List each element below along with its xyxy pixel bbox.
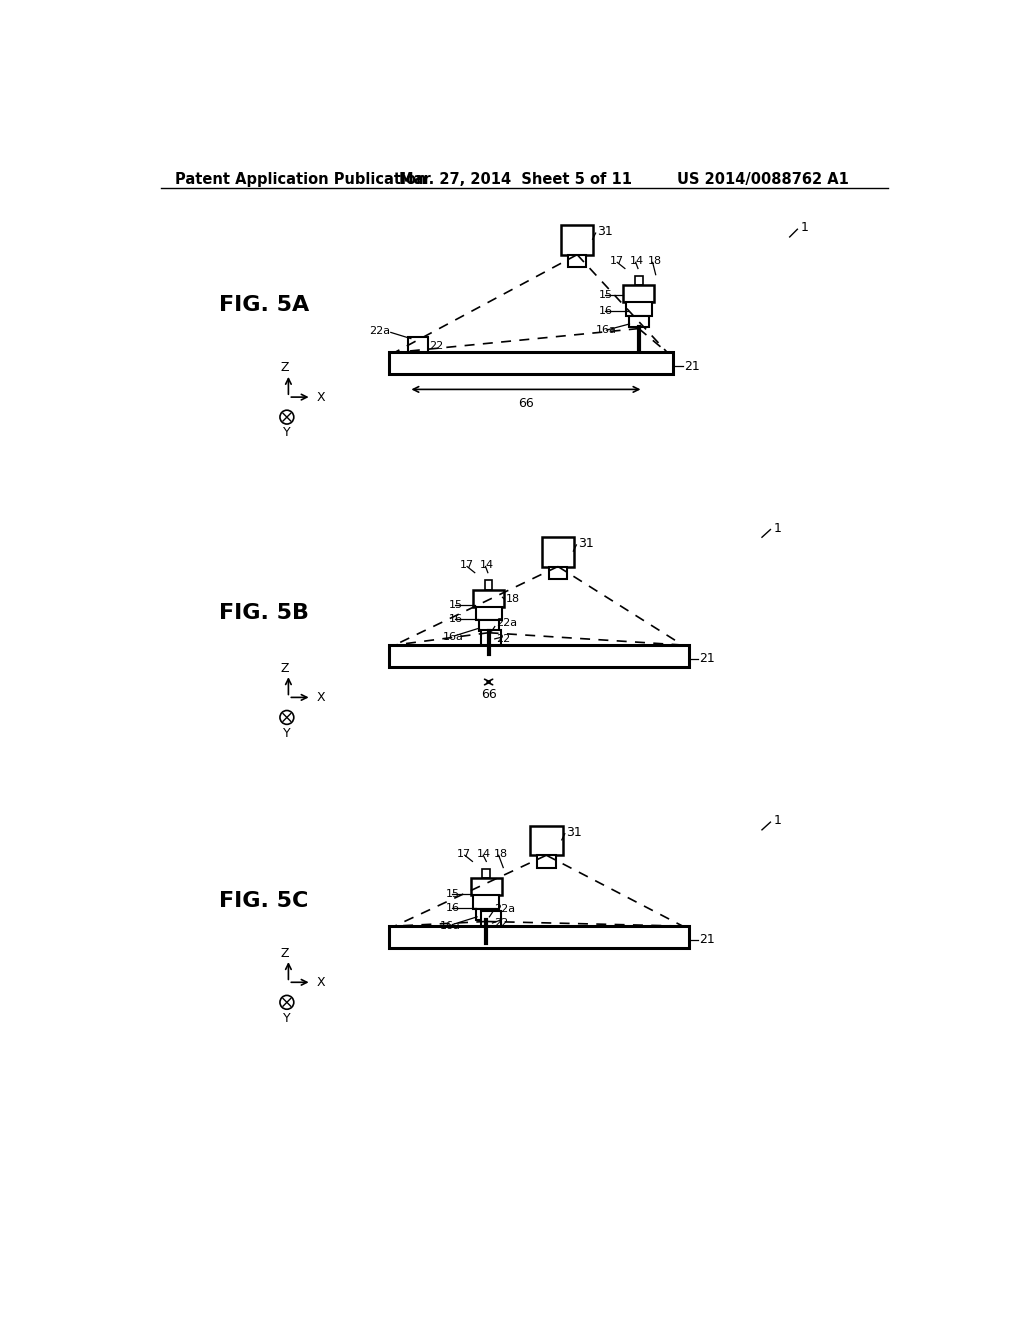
Text: 16: 16 bbox=[446, 903, 460, 912]
Text: 16a: 16a bbox=[440, 921, 461, 931]
Text: FIG. 5B: FIG. 5B bbox=[219, 603, 309, 623]
Text: 66: 66 bbox=[518, 397, 534, 409]
Bar bbox=[629, 317, 649, 327]
Text: 21: 21 bbox=[684, 360, 700, 372]
Text: 22: 22 bbox=[497, 634, 511, 644]
Bar bbox=[408, 337, 428, 352]
Text: 17: 17 bbox=[460, 560, 473, 570]
Text: X: X bbox=[316, 391, 325, 404]
Text: Y: Y bbox=[283, 1011, 291, 1024]
Text: 14: 14 bbox=[630, 256, 644, 265]
Bar bbox=[481, 630, 501, 645]
Text: 14: 14 bbox=[477, 849, 492, 859]
Text: 15: 15 bbox=[446, 888, 460, 899]
Bar bbox=[549, 566, 567, 579]
Text: 31: 31 bbox=[597, 224, 613, 238]
Bar bbox=[568, 255, 587, 267]
Text: Y: Y bbox=[283, 426, 291, 440]
Text: FIG. 5A: FIG. 5A bbox=[219, 294, 309, 314]
Bar bbox=[471, 878, 502, 895]
Text: X: X bbox=[316, 690, 325, 704]
Text: 22a: 22a bbox=[370, 326, 390, 335]
Bar bbox=[481, 911, 501, 927]
Bar bbox=[561, 226, 593, 255]
Text: 1: 1 bbox=[801, 222, 808, 234]
Text: 1: 1 bbox=[773, 521, 781, 535]
Bar bbox=[476, 909, 497, 920]
Text: Z: Z bbox=[281, 661, 289, 675]
Bar bbox=[478, 620, 499, 631]
Bar bbox=[388, 352, 674, 374]
Text: 31: 31 bbox=[566, 825, 582, 838]
Bar bbox=[473, 590, 504, 607]
Bar bbox=[542, 537, 574, 566]
Text: 31: 31 bbox=[578, 537, 594, 550]
Bar bbox=[475, 607, 502, 620]
Bar bbox=[624, 285, 654, 302]
Bar bbox=[484, 581, 493, 590]
Bar bbox=[626, 302, 652, 317]
Text: 1: 1 bbox=[773, 814, 781, 828]
Text: 21: 21 bbox=[699, 652, 716, 665]
Text: 17: 17 bbox=[457, 849, 471, 859]
Text: 22a: 22a bbox=[494, 904, 515, 915]
Text: Mar. 27, 2014  Sheet 5 of 11: Mar. 27, 2014 Sheet 5 of 11 bbox=[398, 172, 632, 186]
Text: Z: Z bbox=[281, 362, 289, 375]
Bar bbox=[473, 895, 500, 909]
Text: 66: 66 bbox=[481, 688, 497, 701]
Text: US 2014/0088762 A1: US 2014/0088762 A1 bbox=[677, 172, 849, 186]
Text: X: X bbox=[316, 975, 325, 989]
Text: 15: 15 bbox=[599, 289, 612, 300]
Bar bbox=[538, 855, 556, 867]
Text: Patent Application Publication: Patent Application Publication bbox=[175, 172, 427, 186]
Text: 22a: 22a bbox=[497, 619, 517, 628]
Bar bbox=[388, 927, 689, 948]
Bar bbox=[635, 276, 643, 285]
Text: 22: 22 bbox=[429, 342, 443, 351]
Text: FIG. 5C: FIG. 5C bbox=[219, 891, 308, 911]
Bar bbox=[530, 826, 562, 855]
Text: 16: 16 bbox=[599, 306, 612, 315]
Bar bbox=[482, 869, 490, 878]
Text: 18: 18 bbox=[506, 594, 519, 603]
Text: Z: Z bbox=[281, 946, 289, 960]
Text: 16a: 16a bbox=[442, 632, 463, 643]
Text: 21: 21 bbox=[699, 933, 716, 946]
Text: 17: 17 bbox=[609, 256, 624, 265]
Text: 22: 22 bbox=[494, 917, 508, 928]
Text: 15: 15 bbox=[449, 601, 463, 610]
Text: 14: 14 bbox=[479, 560, 494, 570]
Text: 18: 18 bbox=[494, 849, 508, 859]
Text: 16: 16 bbox=[449, 614, 463, 624]
Text: 18: 18 bbox=[648, 256, 663, 265]
Text: Y: Y bbox=[283, 726, 291, 739]
Bar bbox=[388, 645, 689, 667]
Text: 16a: 16a bbox=[596, 325, 616, 335]
